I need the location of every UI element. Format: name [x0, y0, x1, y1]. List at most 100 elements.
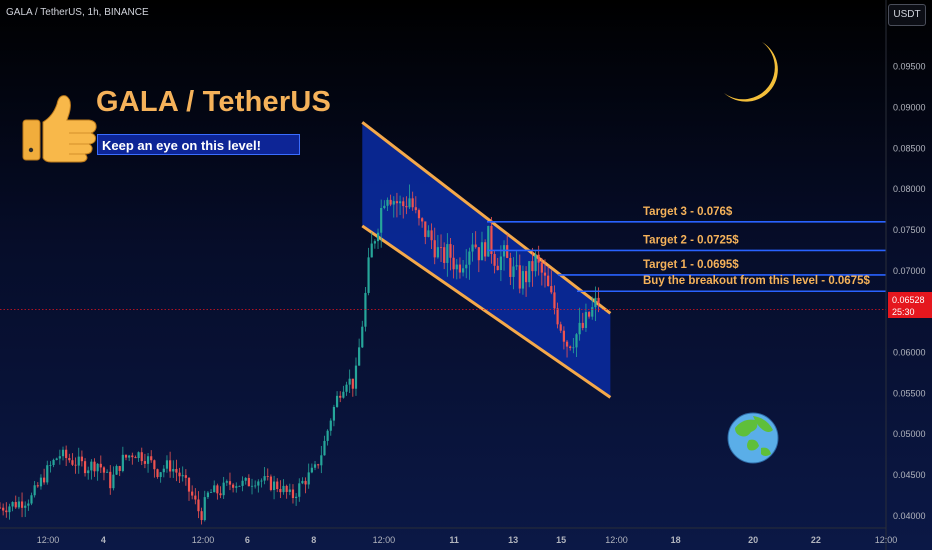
- candle-body: [402, 201, 405, 207]
- candle-body: [433, 240, 436, 258]
- candle-body: [46, 465, 49, 483]
- candle-body: [524, 271, 528, 283]
- candle-body: [112, 474, 115, 489]
- candle-body: [5, 510, 8, 513]
- candle-body: [197, 499, 200, 512]
- candle-body: [446, 244, 449, 263]
- candle-body: [487, 225, 490, 257]
- earth-globe-icon: [727, 412, 779, 464]
- candle-body: [191, 491, 194, 496]
- candle-body: [162, 468, 165, 473]
- candle-body: [342, 391, 345, 398]
- candle-body: [11, 502, 14, 507]
- candle-body: [581, 322, 584, 328]
- candle-body: [260, 480, 263, 482]
- candle-body: [65, 449, 68, 459]
- candle-body: [247, 477, 250, 487]
- candle-body: [30, 495, 33, 504]
- candle-body: [562, 330, 565, 342]
- candle-body: [27, 503, 30, 506]
- candle-body: [106, 471, 109, 473]
- channel-lower-line: [361, 224, 612, 399]
- candle-body: [301, 480, 304, 484]
- candle-body: [175, 468, 178, 473]
- candle-body: [329, 420, 332, 431]
- descending-channel: [362, 122, 611, 398]
- candle-body: [307, 472, 310, 485]
- y-tick-label: 0.09500: [893, 62, 926, 72]
- candle-body: [474, 244, 477, 248]
- candle-body: [414, 207, 417, 211]
- x-tick-label: 18: [671, 535, 681, 545]
- y-tick-label: 0.04000: [893, 511, 926, 521]
- candle-body: [238, 485, 241, 487]
- x-tick-label: 20: [748, 535, 758, 545]
- candle-body: [244, 477, 247, 481]
- candle-body: [578, 322, 581, 335]
- candle-body: [115, 466, 118, 475]
- candle-body: [55, 458, 58, 460]
- x-tick-label: 12:00: [37, 535, 60, 545]
- candle-body: [178, 472, 181, 477]
- candle-body: [323, 440, 326, 456]
- candle-body: [181, 475, 184, 477]
- candle-body: [109, 471, 112, 489]
- candle-body: [187, 477, 191, 492]
- x-tick-label: 22: [811, 535, 821, 545]
- candle-body: [257, 481, 260, 486]
- candle-body: [348, 378, 351, 385]
- candle-body: [468, 251, 471, 265]
- x-tick-label: 4: [101, 535, 106, 545]
- currency-button[interactable]: USDT: [888, 4, 926, 26]
- candle-body: [335, 395, 339, 407]
- y-tick-label: 0.07000: [893, 266, 926, 276]
- candle-body: [71, 460, 74, 465]
- candle-body: [565, 341, 569, 347]
- candle-body: [354, 365, 358, 389]
- candle-body: [521, 271, 525, 289]
- candle-body: [241, 480, 244, 486]
- candle-body: [68, 458, 71, 461]
- x-tick-label: 6: [245, 535, 250, 545]
- candle-body: [0, 507, 2, 509]
- candle-body: [272, 481, 276, 491]
- crescent-moon-icon: [724, 42, 778, 102]
- candle-body: [556, 308, 559, 325]
- candle-body: [143, 461, 147, 464]
- candle-body: [477, 247, 480, 261]
- candle-body: [575, 334, 578, 348]
- x-tick-label: 11: [449, 535, 459, 545]
- y-tick-label: 0.09000: [893, 103, 926, 113]
- symbol-title[interactable]: GALA / TetherUS, 1h, BINANCE: [6, 7, 149, 18]
- candle-body: [455, 264, 458, 270]
- candle-body: [156, 469, 159, 477]
- target-level-label: Target 2 - 0.0725$: [643, 234, 739, 246]
- candle-body: [443, 247, 446, 263]
- candle-body: [213, 485, 216, 493]
- candle-body: [291, 489, 295, 499]
- candle-body: [540, 262, 543, 273]
- candle-body: [99, 463, 102, 468]
- candle-body: [370, 243, 373, 258]
- candle-body: [77, 456, 80, 466]
- candle-body: [96, 463, 99, 472]
- x-tick-label: 12:00: [373, 535, 396, 545]
- candle-body: [184, 475, 187, 478]
- candle-body: [386, 199, 389, 206]
- x-tick-label: 8: [311, 535, 316, 545]
- candle-body: [276, 481, 279, 490]
- candle-body: [20, 501, 24, 508]
- candle-body: [33, 485, 36, 496]
- candle-body: [269, 476, 273, 491]
- candle-body: [222, 482, 225, 496]
- candle-body: [146, 456, 150, 464]
- candle-body: [206, 492, 210, 498]
- candle-body: [417, 210, 421, 219]
- candle-body: [225, 481, 228, 483]
- y-tick-label: 0.07500: [893, 225, 926, 235]
- candle-body: [219, 493, 222, 496]
- candle-body: [543, 272, 547, 276]
- candle-body: [506, 245, 509, 258]
- channel-upper-line: [361, 121, 612, 315]
